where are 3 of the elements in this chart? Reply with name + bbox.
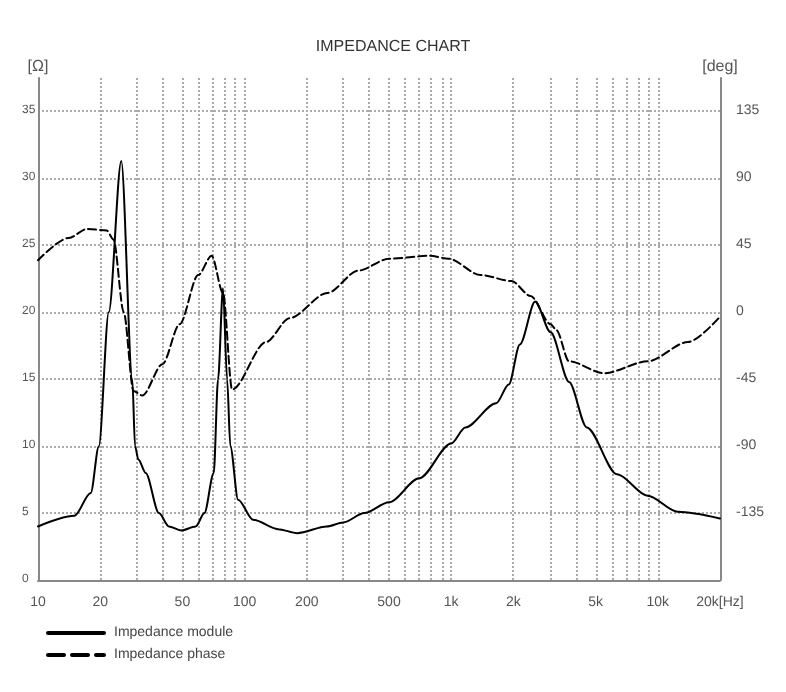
chart-title: IMPEDANCE CHART: [315, 37, 471, 55]
y2-axis-title: [deg]: [702, 57, 738, 75]
y-axis-title: [Ω]: [27, 57, 49, 75]
